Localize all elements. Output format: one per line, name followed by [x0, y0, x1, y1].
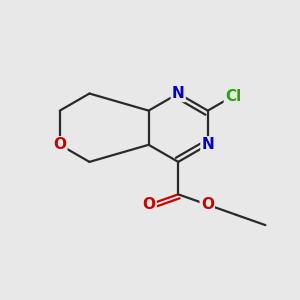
Text: N: N [172, 86, 184, 101]
Text: O: O [53, 137, 66, 152]
Text: O: O [143, 197, 156, 212]
Text: Cl: Cl [225, 88, 241, 104]
Text: O: O [201, 197, 214, 212]
Text: N: N [202, 137, 214, 152]
